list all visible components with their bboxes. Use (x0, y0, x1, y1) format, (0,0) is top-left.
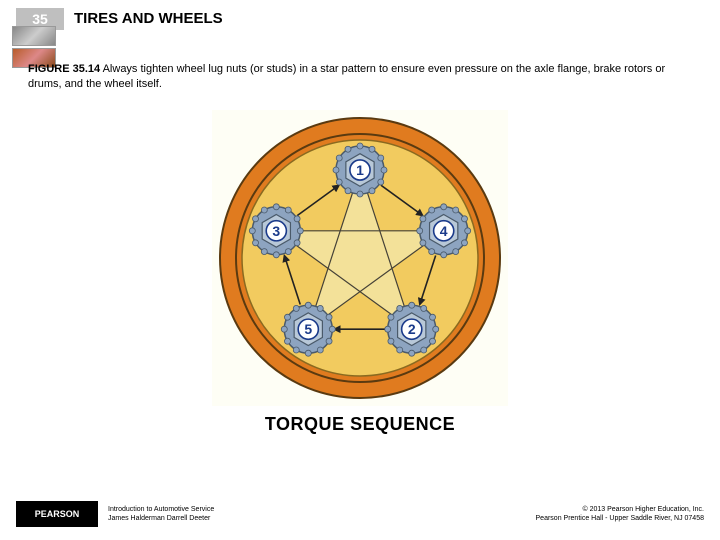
chapter-title: TIRES AND WHEELS (74, 10, 223, 27)
svg-text:4: 4 (440, 223, 448, 239)
footer-left: Introduction to Automotive Service James… (108, 505, 214, 523)
footer-copyright: © 2013 Pearson Higher Education, Inc. (536, 505, 704, 514)
footer-authors: James Halderman Darrell Deeter (108, 514, 214, 523)
page-footer: PEARSON Introduction to Automotive Servi… (0, 494, 720, 534)
svg-text:1: 1 (356, 162, 364, 178)
figure-caption-text: Always tighten wheel lug nuts (or studs)… (28, 63, 665, 90)
figure-area: 1 2 3 4 5 TORQUE SEQUENCE (0, 108, 720, 468)
torque-diagram: 1 2 3 4 5 (210, 108, 510, 408)
footer-publisher: Pearson Prentice Hall - Upper Saddle Riv… (536, 514, 704, 523)
figure-title: TORQUE SEQUENCE (265, 414, 455, 435)
thumb-image-1 (12, 26, 56, 46)
svg-text:2: 2 (408, 321, 416, 337)
figure-label: FIGURE 35.14 (28, 63, 100, 75)
footer-book-title: Introduction to Automotive Service (108, 505, 214, 514)
page-header: 35 TIRES AND WHEELS (0, 0, 720, 36)
svg-text:5: 5 (304, 321, 312, 337)
figure-caption: FIGURE 35.14 Always tighten wheel lug nu… (28, 62, 692, 92)
footer-right: © 2013 Pearson Higher Education, Inc. Pe… (536, 505, 704, 523)
svg-text:3: 3 (272, 223, 280, 239)
pearson-logo: PEARSON (16, 501, 98, 527)
